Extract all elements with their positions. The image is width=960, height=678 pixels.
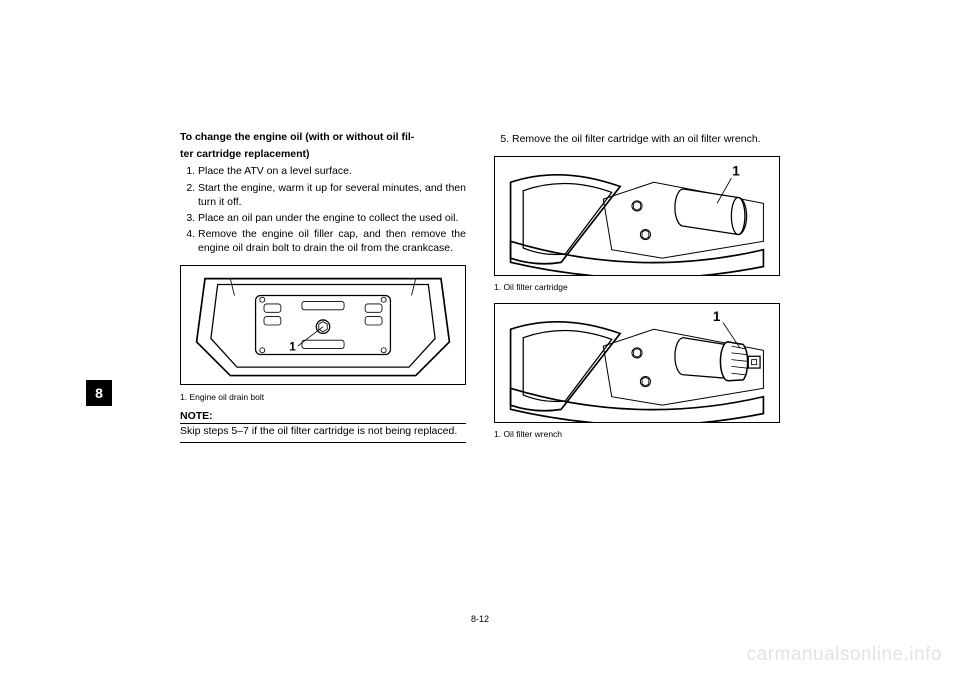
figure2-callout: 1 [732,164,740,179]
figure1-caption: 1. Engine oil drain bolt [180,392,466,403]
page-body: To change the engine oil (with or withou… [180,130,780,610]
note-text: Skip steps 5–7 if the oil filter cartrid… [180,424,466,438]
figure3-callout: 1 [713,309,721,324]
watermark: carmanualsonline.info [747,644,942,666]
figure-drain-bolt: 1 [180,265,466,385]
step-item: Remove the engine oil filler cap, and th… [198,227,466,255]
step-item: Place the ATV on a level surface. [198,164,466,178]
right-column: Remove the oil filter cartridge with an … [494,130,780,610]
steps-list: Place the ATV on a level surface. Start … [180,164,466,255]
figure-filter-cartridge: 1 [494,156,780,276]
note-rule [180,442,466,444]
steps-list-right: Remove the oil filter cartridge with an … [494,132,780,146]
step-item: Place an oil pan under the engine to col… [198,211,466,225]
heading-line-2: ter cartridge replacement) [180,147,466,161]
page-number: 8-12 [471,614,489,624]
chapter-tab: 8 [86,380,112,406]
figure3-caption: 1. Oil filter wrench [494,429,780,440]
figure1-callout: 1 [289,341,296,354]
step-item: Remove the oil filter cartridge with an … [512,132,780,146]
left-column: To change the engine oil (with or withou… [180,130,466,610]
figure2-caption: 1. Oil filter cartridge [494,282,780,293]
note-label: NOTE: [180,409,466,424]
figure-filter-wrench: 1 [494,303,780,423]
heading-line-1: To change the engine oil (with or withou… [180,130,466,144]
step-item: Start the engine, warm it up for several… [198,181,466,209]
